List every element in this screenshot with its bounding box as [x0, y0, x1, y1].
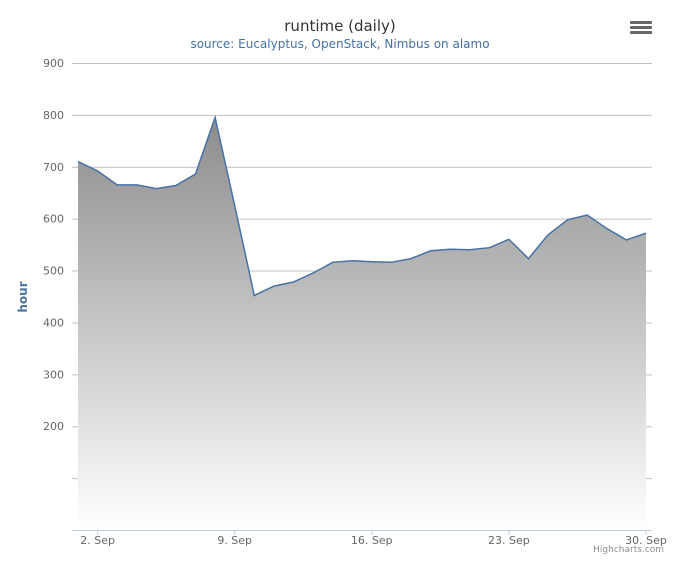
data-point[interactable]: [448, 247, 453, 252]
y-axis-ticks: 200 300 400 500 600 700 800 900: [43, 57, 64, 433]
data-point[interactable]: [526, 256, 531, 261]
x-tick-label: 9. Sep: [217, 534, 252, 547]
x-axis-ticks: 2. Sep 9. Sep 16. Sep 23. Sep 30. Sep: [80, 530, 667, 547]
chart-subtitle: source: Eucalyptus, OpenStack, Nimbus on…: [190, 37, 490, 51]
hamburger-menu-icon[interactable]: [630, 20, 652, 38]
data-point[interactable]: [389, 260, 394, 265]
data-point[interactable]: [369, 259, 374, 264]
data-point[interactable]: [506, 237, 511, 242]
data-point[interactable]: [644, 231, 649, 236]
y-tick-label: 600: [43, 213, 64, 226]
menu-bar: [630, 26, 652, 29]
series-line: [77, 114, 647, 297]
y-tick-label: 700: [43, 161, 64, 174]
y-tick-label: 500: [43, 265, 64, 278]
data-point[interactable]: [546, 232, 551, 237]
data-point[interactable]: [271, 284, 276, 289]
x-tick-label: 23. Sep: [488, 534, 530, 547]
y-tick-label: 300: [43, 368, 64, 381]
data-point[interactable]: [350, 258, 355, 263]
menu-bar: [630, 21, 652, 24]
data-point[interactable]: [408, 256, 413, 261]
credits-link[interactable]: Highcharts.com: [593, 545, 664, 555]
series-area: [76, 114, 649, 530]
data-point[interactable]: [115, 182, 120, 187]
data-point[interactable]: [291, 279, 296, 284]
data-point[interactable]: [487, 245, 492, 250]
x-tick-label: 16. Sep: [351, 534, 393, 547]
y-tick-label: 400: [43, 316, 64, 329]
data-point[interactable]: [467, 247, 472, 252]
x-tick-label: 30. Sep: [625, 534, 667, 547]
y-tick-label: 800: [43, 109, 64, 122]
data-point[interactable]: [585, 213, 590, 218]
data-point[interactable]: [95, 168, 100, 173]
y-tick-label: 200: [43, 420, 64, 433]
data-point[interactable]: [213, 115, 218, 120]
x-tick-label: 2. Sep: [80, 534, 115, 547]
data-point[interactable]: [173, 183, 178, 188]
data-point[interactable]: [154, 186, 159, 191]
data-point[interactable]: [428, 248, 433, 253]
y-tick-label: 900: [43, 57, 64, 70]
data-point[interactable]: [134, 182, 139, 187]
data-point[interactable]: [565, 217, 570, 222]
data-point[interactable]: [193, 172, 198, 177]
series-area-fill: [78, 117, 646, 530]
chart-title: runtime (daily): [284, 17, 396, 35]
data-point[interactable]: [604, 226, 609, 231]
data-point[interactable]: [232, 203, 237, 208]
data-point[interactable]: [624, 237, 629, 242]
menu-bar: [630, 31, 652, 34]
data-point[interactable]: [311, 271, 316, 276]
data-point[interactable]: [252, 293, 257, 298]
data-point[interactable]: [76, 159, 81, 164]
data-point[interactable]: [330, 260, 335, 265]
